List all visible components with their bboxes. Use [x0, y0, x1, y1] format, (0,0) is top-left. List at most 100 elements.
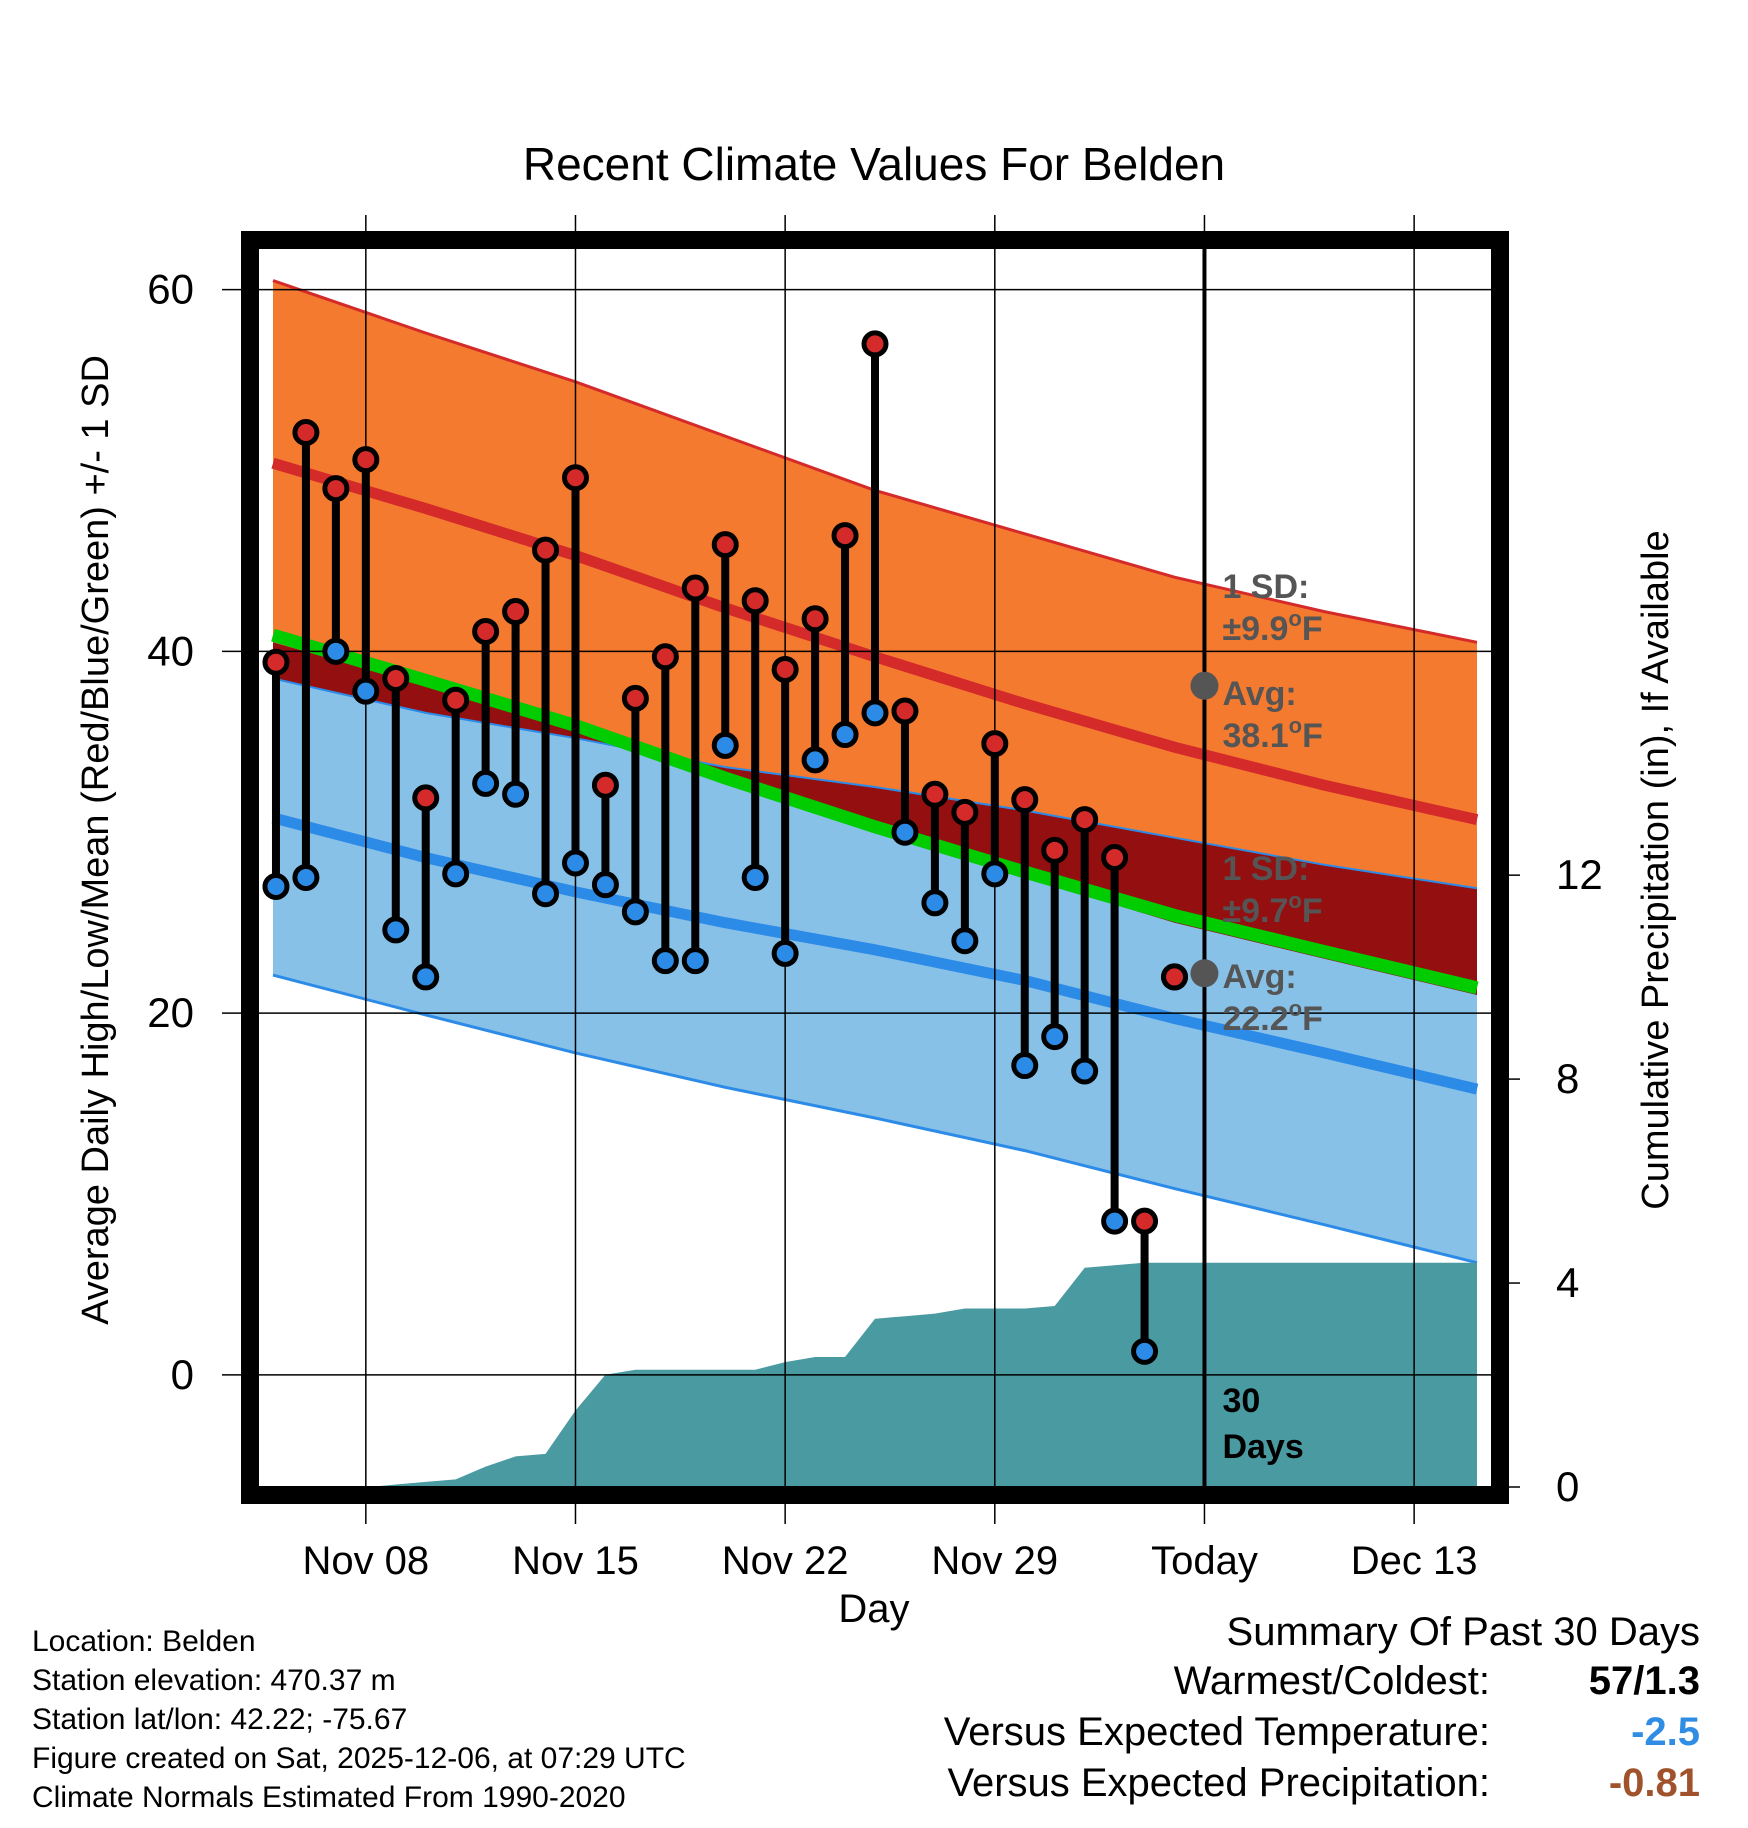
high-avg-label: Avg:: [1222, 675, 1296, 713]
high-temp-point: [442, 686, 470, 714]
low-temp-point: [1101, 1207, 1129, 1235]
low-temp-point: [262, 872, 290, 900]
latlon-text: Station lat/lon: 42.22; -75.67: [32, 1703, 408, 1736]
high-temp-point: [502, 598, 530, 626]
high-temp-point: [891, 697, 919, 725]
high-temp-point: [681, 574, 709, 602]
high-temp-point: [921, 780, 949, 808]
warmest-label: Warmest/Coldest:: [1173, 1659, 1490, 1703]
low-temp-point: [382, 916, 410, 944]
low-sd-value-degree: o: [1288, 888, 1301, 913]
low-avg-value-value: 22.2: [1222, 1000, 1288, 1038]
high-temp-point: [981, 730, 1009, 758]
low-temp-point: [711, 731, 739, 759]
x-tick-label-1: Nov 15: [512, 1539, 639, 1583]
low-sd-value-unit: F: [1302, 892, 1323, 930]
high-temp-point: [262, 648, 290, 676]
x-tick-label-4: Today: [1151, 1539, 1258, 1583]
low-lower-line: [272, 973, 1478, 1265]
x-tick-label-2: Nov 22: [722, 1539, 849, 1583]
low-temp-point: [831, 721, 859, 749]
high-temp-point: [1131, 1207, 1159, 1235]
high-temp-point: [711, 531, 739, 559]
days-count-label: 30: [1222, 1382, 1260, 1420]
high-temp-point: [831, 522, 859, 550]
y2-axis-label: Cumulative Precipitation (in), If Availa…: [1635, 530, 1677, 1209]
low-temp-point: [891, 818, 919, 846]
x-tick-label-3: Nov 29: [931, 1539, 1058, 1583]
x-tick-label-0: Nov 08: [302, 1539, 429, 1583]
normals-text: Climate Normals Estimated From 1990-2020: [32, 1781, 626, 1814]
high-temp-point: [412, 784, 440, 812]
low-temp-point: [502, 780, 530, 808]
low-temp-point: [681, 947, 709, 975]
low-temp-point: [741, 863, 769, 891]
low-avg-value: 22.2oF: [1222, 996, 1322, 1038]
high-temp-point: [1041, 836, 1069, 864]
created-text: Figure created on Sat, 2025-12-06, at 07…: [32, 1742, 686, 1775]
low-sd-value: ±9.7oF: [1222, 888, 1322, 930]
summary-title: Summary Of Past 30 Days: [1226, 1610, 1700, 1654]
y2-tick-label-0: 0: [1556, 1463, 1579, 1510]
high-avg-value: 38.1oF: [1222, 713, 1322, 755]
y-tick-label-0: 0: [171, 1351, 194, 1398]
high-temp-point: [651, 643, 679, 671]
high-temp-point: [1011, 786, 1039, 814]
high-avg-value-value: 38.1: [1222, 717, 1288, 755]
low-temp-point: [532, 880, 560, 908]
low-temp-point: [352, 677, 380, 705]
low-sd-label: 1 SD:: [1222, 850, 1309, 888]
summary-row-warmest: Warmest/Coldest: 57/1.3: [944, 1656, 1700, 1707]
summary-row-precip: Versus Expected Precipitation: -0.81: [944, 1758, 1700, 1809]
days-word-label: Days: [1222, 1428, 1303, 1466]
high-temp-point: [472, 617, 500, 645]
low-temp-point: [442, 860, 470, 888]
x-axis-label: Day: [838, 1587, 909, 1631]
low-temp-point: [1131, 1337, 1159, 1365]
low-avg-value-unit: F: [1302, 1000, 1323, 1038]
high-temp-point: [292, 418, 320, 446]
y2-tick-label-1: 4: [1556, 1259, 1579, 1306]
high-temp-point: [1101, 844, 1129, 872]
low-temp-point: [322, 637, 350, 665]
temp-value: -2.5: [1631, 1710, 1700, 1754]
chart-title: Recent Climate Values For Belden: [523, 138, 1225, 190]
low-temp-point: [801, 746, 829, 774]
low-temp-point: [951, 927, 979, 955]
low-temp-point: [861, 699, 889, 727]
high-temp-point: [382, 664, 410, 692]
high-sd-value-value: ±9.9: [1222, 610, 1288, 648]
y-tick-label-3: 60: [147, 266, 194, 313]
high-temp-point: [352, 446, 380, 474]
low-mean-line: [271, 812, 1479, 1095]
location-text: Location: Belden: [32, 1625, 256, 1658]
high-temp-point: [621, 684, 649, 712]
high-temp-point: [741, 587, 769, 615]
high-temp-point: [1071, 806, 1099, 834]
low-temp-point: [651, 947, 679, 975]
low-temp-point: [591, 871, 619, 899]
high-avg-marker: [1190, 671, 1219, 700]
x-tick-label-5: Dec 13: [1351, 1539, 1478, 1583]
y-tick-label-1: 20: [147, 989, 194, 1036]
mean-normal-line: [271, 628, 1479, 995]
low-temp-point: [771, 939, 799, 967]
high-sd-value-degree: o: [1288, 606, 1301, 631]
high-sd-label: 1 SD:: [1222, 568, 1309, 606]
station-info: Location: Belden Station elevation: 470.…: [32, 1622, 686, 1817]
low-temp-point: [561, 849, 589, 877]
high-sd-value-unit: F: [1302, 610, 1323, 648]
low-temp-point: [472, 769, 500, 797]
warmest-value: 57/1.3: [1588, 1659, 1700, 1703]
high-temp-point: [861, 330, 889, 358]
low-avg-marker: [1190, 959, 1219, 988]
y-tick-label-2: 40: [147, 627, 194, 674]
temp-label: Versus Expected Temperature:: [943, 1710, 1490, 1754]
low-temp-point: [981, 860, 1009, 888]
elevation-text: Station elevation: 470.37 m: [32, 1664, 396, 1697]
high-temp-point: [771, 655, 799, 683]
plot-frame: [241, 231, 1509, 1504]
high-avg-value-degree: o: [1289, 713, 1302, 738]
low-avg-value-degree: o: [1289, 996, 1302, 1021]
